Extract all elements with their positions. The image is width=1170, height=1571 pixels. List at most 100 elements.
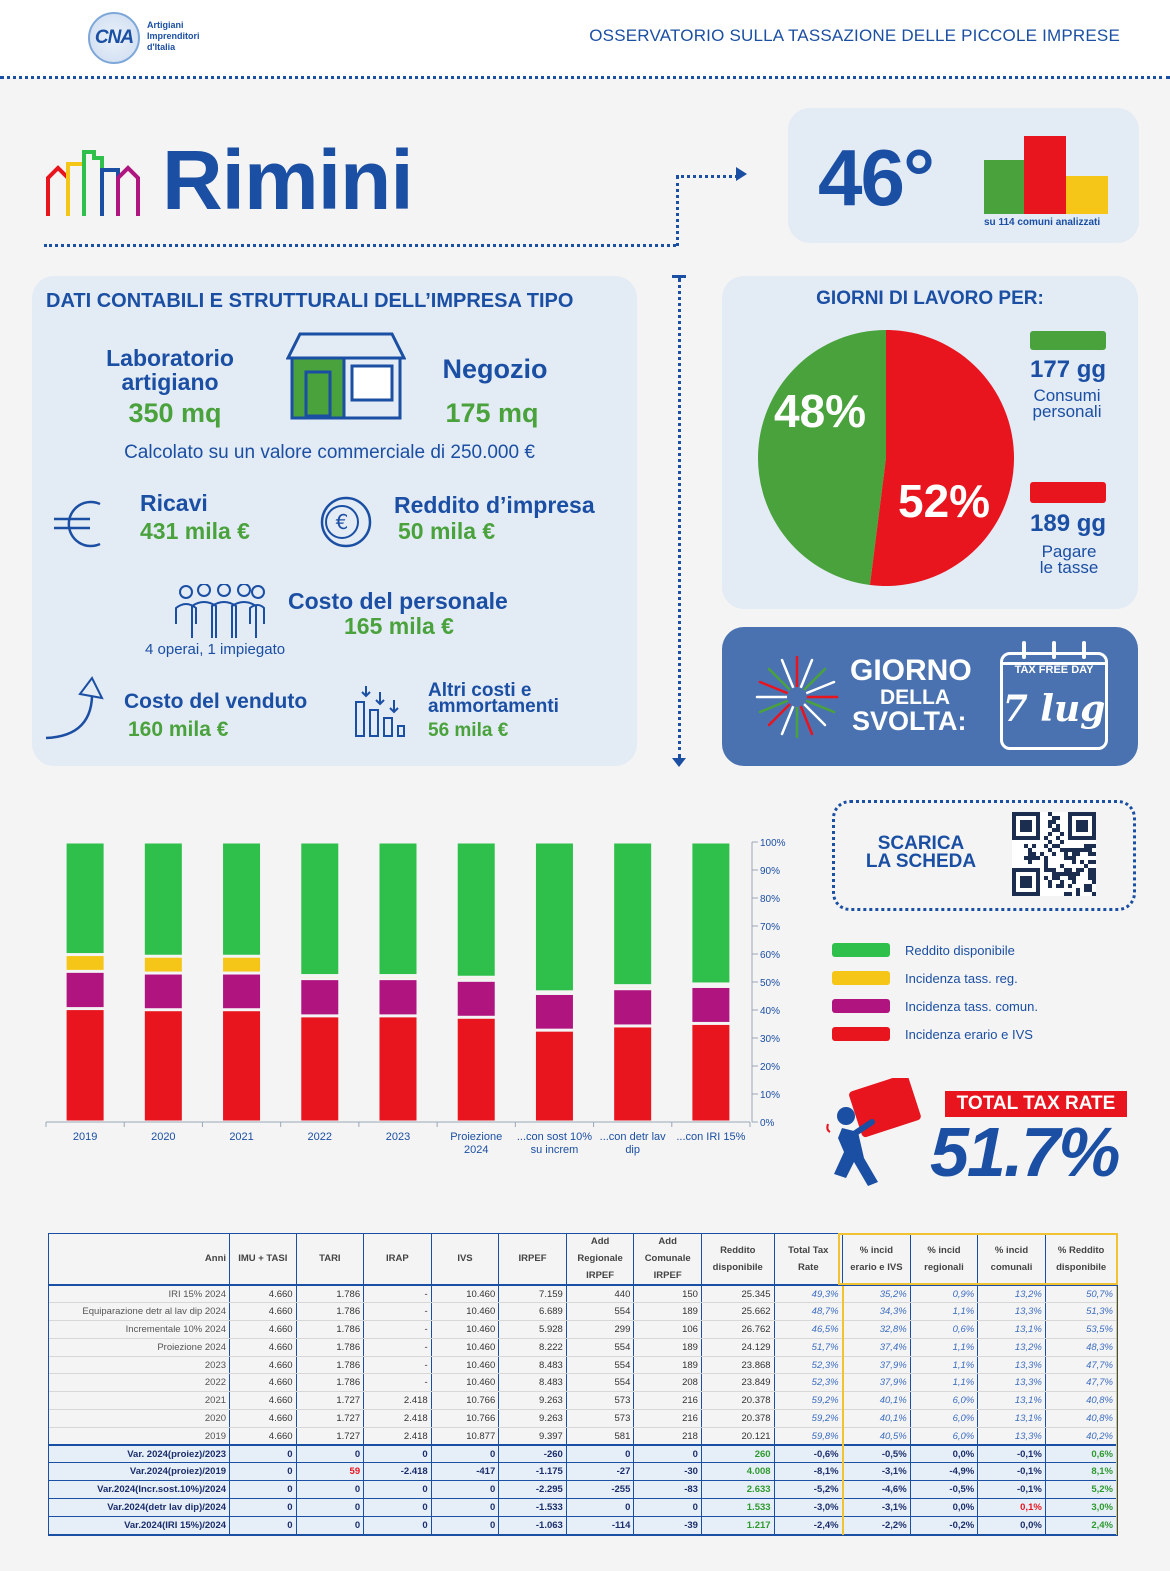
bar-segment (535, 994, 573, 1029)
tasse-label: Pagare le tasse (1020, 543, 1118, 576)
stacked-bar-chart: 0% 10% 20% 30% 40% 50% 60% 70% 80% 90% 100% 2019 202… (45, 838, 786, 1156)
table-header-cell: % incid erario e IVS (842, 1233, 911, 1286)
table-header-cell: Add Comunale IRPEF (633, 1233, 702, 1286)
table-cell: - (363, 1285, 432, 1304)
table-cell: 52,3% (774, 1356, 844, 1375)
table-cell: 9.263 (498, 1391, 567, 1411)
header-divider (0, 76, 1170, 79)
table-cell: 218 (633, 1427, 702, 1446)
bar-segment (692, 1024, 730, 1121)
consumi-label: Consumi personali (1018, 387, 1116, 420)
table-cell: 1.727 (296, 1391, 365, 1411)
table-row: 2022 4.660 1.786-10.460 8.483 554 208 23.849 52… (48, 1373, 1118, 1393)
arrow-right-icon (736, 167, 747, 181)
scarica-text: SCARICA LA SCHEDA (848, 834, 994, 872)
table-cell: 50,7% (1045, 1285, 1118, 1304)
table-cell: 20.378 (701, 1391, 775, 1411)
table-cell: 0 (296, 1498, 365, 1517)
qr-code-icon[interactable] (1012, 812, 1096, 896)
table-cell: 10.460 (431, 1338, 500, 1357)
table-cell: 8.222 (498, 1338, 567, 1357)
table-cell: 150 (633, 1285, 702, 1304)
y-tick-label: 20% (760, 1062, 780, 1073)
table-cell: 1.786 (296, 1373, 365, 1393)
table-cell: 0 (363, 1498, 432, 1517)
table-cell: 5.928 (498, 1320, 567, 1339)
table-row: Proiezione 2024 4.660 1.786-10.460 8.222 554… (48, 1338, 1118, 1357)
bar-segment (457, 981, 495, 1016)
table-cell: -5,2% (774, 1480, 844, 1500)
altri-costi-label-line2: ammortamenti (428, 696, 559, 717)
table-cell: 10.766 (431, 1391, 500, 1411)
table-cell: Var.2024(Incr.sost.10%)/2024 (48, 1480, 231, 1500)
bar-segment (66, 972, 104, 1008)
negozio-value: 175 mq (445, 398, 539, 428)
table-cell: 10.766 (431, 1409, 500, 1428)
table-header-cell: % incid comunali (977, 1233, 1046, 1286)
table-cell: -27 (566, 1462, 635, 1482)
table-header-row: Anni IMU + TASI TARI IRAP IVS IRPEF Add Region… (48, 1233, 1118, 1286)
table-cell: 40,2% (1045, 1427, 1118, 1446)
tasse-swatch (1030, 482, 1106, 503)
table-cell: 37,9% (841, 1356, 911, 1375)
x-tick-label: 2021 (229, 1131, 253, 1143)
tax-data-table: Anni IMU + TASI TARI IRAP IVS IRPEF Add Region… (48, 1233, 1118, 1535)
table-cell: 106 (633, 1320, 702, 1339)
rank-subtitle: su 114 comuni analizzati (984, 217, 1101, 228)
laboratorio-label: Laboratorio artigiano (80, 346, 260, 394)
table-cell: 4.660 (229, 1373, 297, 1393)
svg-text:€: € (336, 510, 349, 534)
bar-segment (614, 990, 652, 1025)
ricavi-label: Ricavi (140, 490, 208, 516)
table-header-cell: IMU + TASI (229, 1233, 297, 1286)
pie-label-consumi: 48% (774, 385, 867, 437)
table-cell: 13,3% (977, 1302, 1046, 1322)
table-cell: 4.660 (229, 1427, 297, 1446)
table-cell: 0 (431, 1498, 500, 1517)
bar-segment (379, 1017, 417, 1121)
bar-segment (457, 843, 495, 976)
table-cell: 51,7% (774, 1338, 844, 1357)
legend-label: Incidenza tass. comun. (905, 998, 1038, 1014)
logo-subtitle: Artigiani Imprenditori d'Italia (147, 20, 200, 52)
table-cell: 5,2% (1045, 1480, 1118, 1500)
table-cell: 554 (566, 1373, 635, 1393)
legend-label: Reddito disponibile (905, 942, 1015, 958)
bar-segment (223, 974, 261, 1009)
table-cell: Proiezione 2024 (48, 1338, 231, 1357)
table-cell: 37,9% (841, 1373, 911, 1393)
table-cell: 4.660 (229, 1409, 297, 1428)
table-cell: - (363, 1320, 432, 1339)
bar-segment (144, 974, 182, 1009)
scarica-line2: LA SCHEDA (865, 851, 977, 872)
table-cell: 4.008 (701, 1462, 775, 1482)
bar-segment (66, 843, 104, 954)
table-cell: 2020 (48, 1409, 231, 1428)
table-cell: 189 (633, 1356, 702, 1375)
declining-bars-icon (355, 686, 405, 737)
table-cell: 1,1% (910, 1302, 979, 1322)
table-cell: 13,1% (977, 1391, 1046, 1411)
rank-value: 46° (818, 133, 935, 222)
table-cell: 23.849 (701, 1373, 775, 1393)
giorni-pie-chart (757, 330, 1014, 586)
table-cell: Var.2024(proiez)/2019 (48, 1462, 231, 1482)
table-header-cell: IRAP (363, 1233, 432, 1286)
table-cell: 23.868 (701, 1356, 775, 1375)
costo-venduto-label: Costo del venduto (124, 690, 308, 713)
table-cell: 10.460 (431, 1320, 500, 1339)
y-tick-label: 90% (760, 866, 780, 877)
table-cell: 13,1% (977, 1409, 1046, 1428)
table-cell: Var. 2024(proiez)/2023 (48, 1444, 231, 1464)
table-cell: 2022 (48, 1373, 231, 1393)
table-header-cell: Add Regionale IRPEF (566, 1233, 635, 1286)
table-cell: 0 (229, 1516, 297, 1535)
table-cell: 2.418 (363, 1409, 432, 1428)
table-cell: 189 (633, 1302, 702, 1322)
vertical-divider (678, 278, 681, 758)
table-header-cell: Reddito disponibile (701, 1233, 775, 1286)
table-cell: 573 (566, 1391, 635, 1411)
tasse-days: 189 gg (1030, 510, 1107, 537)
table-cell: 0 (229, 1444, 297, 1464)
table-cell: -4,6% (841, 1480, 911, 1500)
